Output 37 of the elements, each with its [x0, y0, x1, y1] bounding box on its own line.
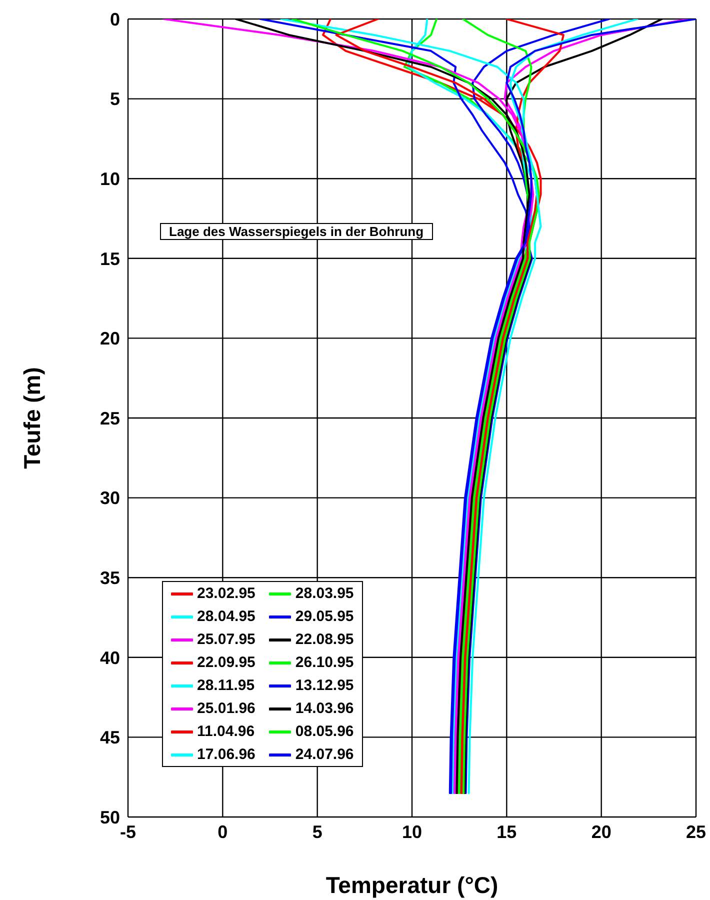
y-tick-label: 50: [100, 807, 120, 828]
legend-label: 13.12.95: [295, 677, 354, 694]
legend-label: 29.05.95: [295, 608, 354, 625]
annotation: Lage des Wasserspiegels in der Bohrung: [160, 223, 433, 240]
y-tick-label: 20: [100, 328, 120, 349]
y-tick-label: 40: [100, 648, 120, 668]
y-tick-label: 35: [100, 568, 120, 588]
y-tick-label: 45: [100, 728, 120, 748]
y-tick-label: 25: [100, 408, 120, 428]
legend-label: 26.10.95: [295, 654, 354, 671]
x-tick-label: 20: [591, 822, 612, 842]
x-tick-label: -5: [120, 822, 136, 842]
legend-label: 22.08.95: [295, 631, 354, 648]
legend-label: 14.03.96: [295, 700, 354, 717]
y-tick-label: 0: [110, 9, 120, 30]
legend-label: 25.01.96: [197, 700, 256, 717]
legend-label: 08.05.96: [295, 723, 354, 740]
y-tick-label: 10: [100, 168, 120, 189]
y-tick-label: 30: [100, 488, 120, 508]
x-tick-label: 5: [312, 822, 322, 842]
x-axis-title: Temperatur (°C): [326, 872, 498, 898]
legend-label: 28.04.95: [197, 608, 256, 625]
legend-label: 17.06.96: [197, 746, 256, 763]
legend-label: 24.07.96: [295, 746, 354, 763]
y-axis-title: Teufe (m): [19, 367, 46, 469]
x-tick-label: 15: [496, 822, 517, 842]
y-tick-label: 15: [100, 248, 120, 269]
legend-label: 28.03.95: [295, 585, 354, 602]
x-tick-label: 10: [402, 822, 422, 842]
legend-label: 22.09.95: [197, 654, 256, 671]
legend-label: 28.11.95: [197, 677, 255, 694]
legend-label: 23.02.95: [197, 585, 256, 602]
legend-label: 25.07.95: [197, 631, 256, 648]
x-tick-label: 0: [218, 822, 228, 842]
y-tick-label: 5: [110, 89, 120, 110]
legend-label: 11.04.96: [197, 723, 255, 740]
x-tick-label: 25: [686, 822, 706, 842]
